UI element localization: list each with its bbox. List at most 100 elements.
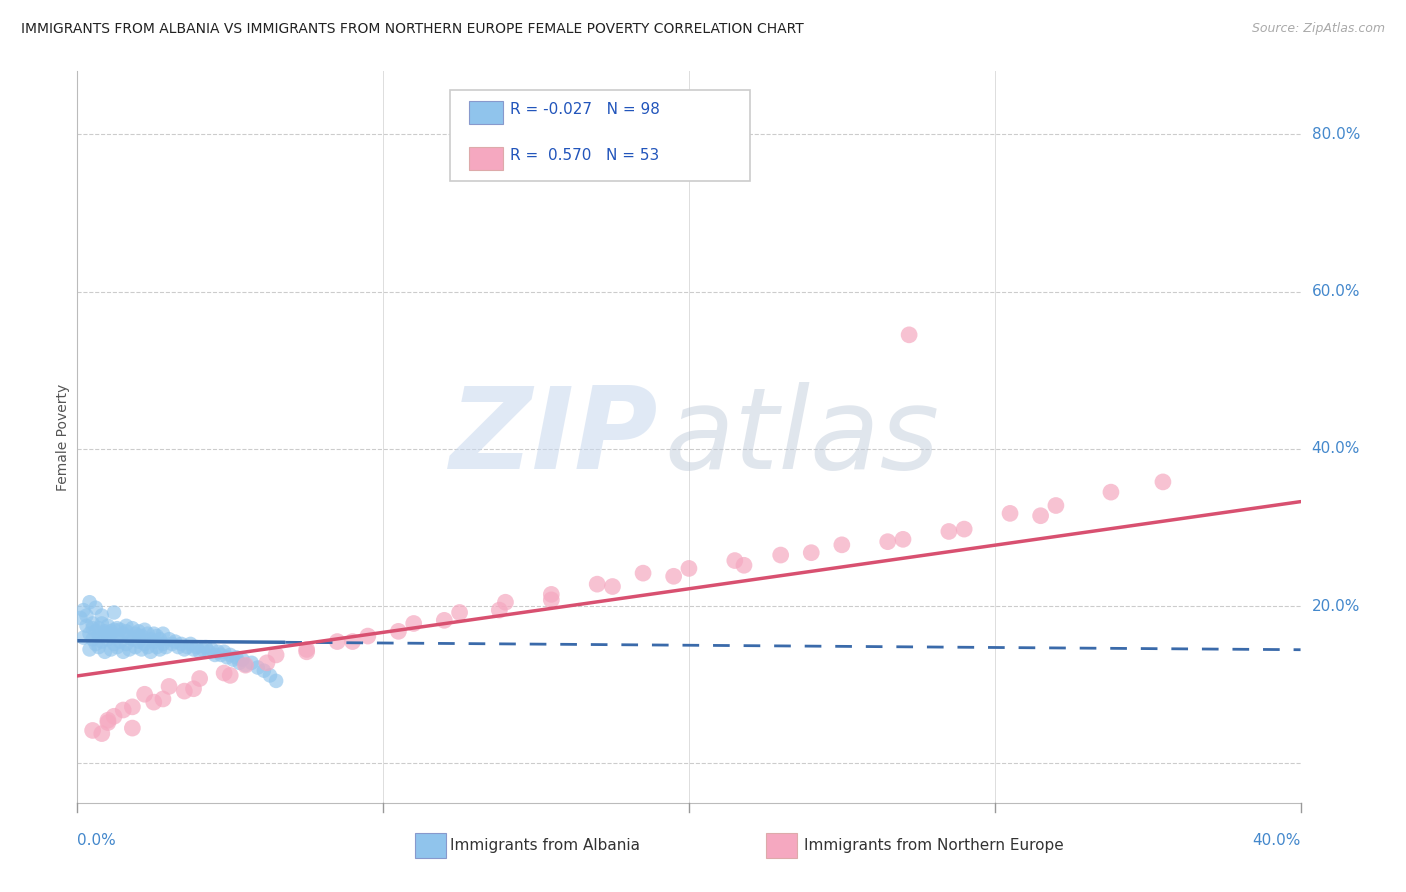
Point (82, 621, 104, 635)
Point (142, 626, 165, 640)
Point (157, 632, 180, 647)
Point (139, 632, 162, 647)
Text: atlas: atlas (665, 382, 939, 492)
Point (253, 664, 276, 678)
Point (733, 558, 755, 573)
Point (155, 640, 177, 654)
Point (724, 553, 747, 567)
Point (84, 624, 107, 639)
Point (800, 546, 823, 560)
Point (72, 603, 94, 617)
Point (191, 642, 214, 657)
Point (103, 623, 125, 637)
Point (173, 642, 195, 657)
Point (108, 623, 131, 637)
Point (173, 684, 195, 698)
Point (212, 645, 235, 659)
Point (131, 642, 153, 657)
Point (194, 640, 217, 654)
Point (118, 631, 141, 645)
Point (402, 616, 425, 631)
Point (157, 680, 180, 694)
Point (217, 650, 239, 665)
Point (136, 640, 159, 654)
Point (121, 621, 143, 635)
Point (146, 640, 169, 654)
Point (259, 668, 281, 682)
Point (103, 637, 125, 651)
Point (121, 721, 143, 735)
Text: IMMIGRANTS FROM ALBANIA VS IMMIGRANTS FROM NORTHERN EUROPE FEMALE POVERTY CORREL: IMMIGRANTS FROM ALBANIA VS IMMIGRANTS FR… (21, 22, 804, 37)
Point (160, 637, 183, 651)
Point (662, 569, 685, 583)
Point (631, 566, 654, 581)
Point (100, 624, 122, 639)
Point (1152, 475, 1174, 489)
Point (222, 653, 245, 667)
Point (100, 642, 122, 657)
Point (103, 709, 125, 723)
Point (76, 608, 98, 623)
Point (97, 713, 120, 727)
Point (209, 648, 232, 662)
Point (342, 634, 364, 648)
Point (108, 634, 131, 648)
Point (127, 629, 149, 643)
Point (90, 634, 112, 648)
Point (94, 645, 117, 659)
Point (142, 634, 165, 648)
Point (69, 611, 91, 625)
Point (79, 642, 101, 657)
Point (112, 703, 135, 717)
Point (540, 587, 562, 601)
Text: Source: ZipAtlas.com: Source: ZipAtlas.com (1251, 22, 1385, 36)
Point (139, 645, 162, 659)
Point (82, 616, 104, 631)
Point (264, 648, 287, 662)
Point (938, 524, 960, 539)
Text: 0.0%: 0.0% (77, 833, 117, 848)
Point (146, 629, 169, 643)
Point (183, 642, 205, 657)
Point (231, 653, 253, 667)
Point (357, 629, 380, 643)
FancyBboxPatch shape (450, 90, 751, 181)
Point (188, 672, 211, 686)
Point (79, 595, 101, 609)
Point (831, 538, 853, 552)
Point (953, 522, 976, 536)
Point (165, 634, 187, 648)
Text: R =  0.570   N = 53: R = 0.570 N = 53 (510, 148, 659, 163)
Point (79, 626, 101, 640)
Point (115, 619, 138, 633)
Point (179, 637, 201, 651)
Point (118, 642, 141, 657)
Point (1045, 499, 1067, 513)
Text: 80.0%: 80.0% (1312, 127, 1360, 142)
Point (188, 645, 211, 659)
Text: ZIP: ZIP (450, 382, 658, 492)
Point (387, 624, 409, 639)
Point (219, 668, 242, 682)
Point (235, 658, 257, 673)
Text: Immigrants from Albania: Immigrants from Albania (450, 838, 640, 853)
Point (183, 681, 205, 696)
Point (152, 692, 174, 706)
FancyBboxPatch shape (468, 146, 503, 170)
Point (876, 534, 898, 549)
Point (219, 648, 242, 662)
Point (149, 632, 172, 647)
Point (295, 645, 318, 659)
Text: 20.0%: 20.0% (1312, 599, 1360, 614)
Point (103, 606, 125, 620)
Point (152, 637, 174, 651)
Point (586, 577, 609, 591)
Point (235, 658, 257, 673)
Point (198, 645, 221, 659)
Point (246, 660, 269, 674)
Point (105, 621, 128, 635)
Point (131, 629, 153, 643)
Point (134, 623, 156, 637)
Point (127, 624, 149, 639)
Point (176, 640, 198, 654)
